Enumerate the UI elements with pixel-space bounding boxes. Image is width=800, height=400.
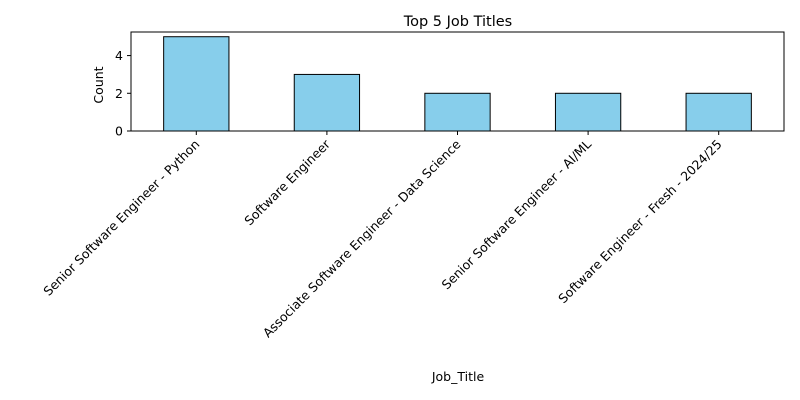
bar: [424, 92, 491, 132]
x-tick-label: Software Engineer: [241, 136, 333, 228]
y-tick-label: 4: [115, 48, 123, 63]
x-tick-label: Software Engineer - Fresh - 2024/25: [555, 137, 725, 307]
y-axis-label: Count: [91, 66, 106, 103]
y-tick-label: 0: [115, 124, 123, 139]
y-tick-label: 2: [115, 86, 123, 101]
x-tick-label: Senior Software Engineer - AI/ML: [439, 136, 595, 292]
chart-title: Top 5 Job Titles: [403, 14, 513, 30]
bar: [293, 73, 361, 132]
x-tick-label: Senior Software Engineer - Python: [40, 137, 202, 299]
x-tick-label: Associate Software Engineer - Data Scien…: [260, 136, 464, 340]
bar: [554, 92, 622, 132]
plot-area: 0 2 4 Senior Software Engineer - Python Soft…: [40, 31, 785, 340]
x-axis-label: Job_Title: [431, 369, 485, 384]
bar: [685, 92, 752, 132]
bar: [163, 36, 230, 132]
